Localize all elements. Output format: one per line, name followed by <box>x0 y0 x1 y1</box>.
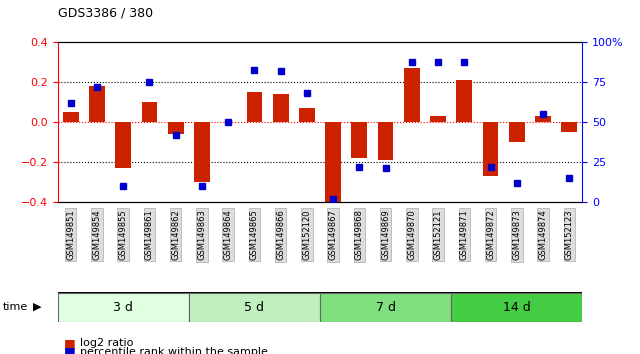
Text: percentile rank within the sample: percentile rank within the sample <box>80 347 268 354</box>
Bar <box>535 116 551 122</box>
Text: log2 ratio: log2 ratio <box>80 338 133 348</box>
Bar <box>378 122 394 160</box>
Bar <box>168 122 184 134</box>
Bar <box>273 94 289 122</box>
Text: time: time <box>3 302 28 312</box>
Bar <box>63 112 79 122</box>
Bar <box>561 122 577 132</box>
Bar <box>141 102 157 122</box>
Text: 7 d: 7 d <box>376 301 396 314</box>
Bar <box>194 122 210 182</box>
Bar <box>483 122 499 176</box>
Text: ▶: ▶ <box>33 302 42 312</box>
Text: 14 d: 14 d <box>503 301 531 314</box>
Bar <box>351 122 367 158</box>
Bar <box>325 122 341 206</box>
Text: 3 d: 3 d <box>113 301 133 314</box>
FancyBboxPatch shape <box>451 293 582 321</box>
Text: ■: ■ <box>64 345 76 354</box>
Bar <box>115 122 131 168</box>
FancyBboxPatch shape <box>189 293 320 321</box>
Bar <box>246 92 262 122</box>
Bar <box>299 108 315 122</box>
Bar <box>89 86 105 122</box>
Bar <box>456 80 472 122</box>
Bar <box>404 68 420 122</box>
Bar <box>430 116 446 122</box>
Text: 5 d: 5 d <box>244 301 264 314</box>
Text: ■: ■ <box>64 337 76 350</box>
Text: GDS3386 / 380: GDS3386 / 380 <box>58 6 153 19</box>
FancyBboxPatch shape <box>320 293 451 321</box>
FancyBboxPatch shape <box>58 293 189 321</box>
Bar <box>509 122 525 142</box>
